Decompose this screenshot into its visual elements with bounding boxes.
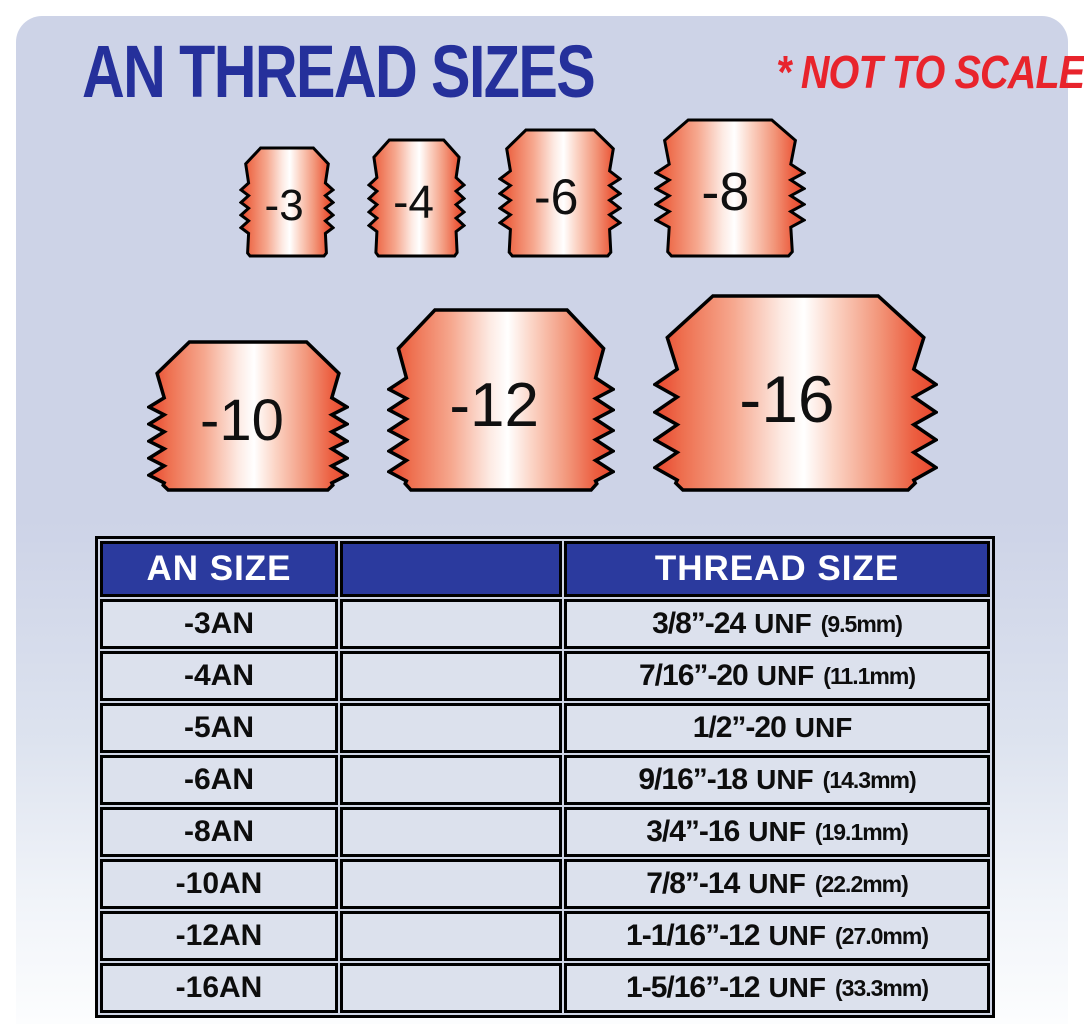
empty-cell: [340, 703, 562, 753]
fitting-10: -10: [144, 340, 351, 492]
fitting-6: -6: [496, 128, 623, 258]
an-size-table: AN SIZE THREAD SIZE -3AN 3/8”-24 UNF (9.…: [95, 536, 995, 1018]
thread-size-cell: 1/2”-20 UNF: [564, 703, 990, 753]
fitting-label: -8: [701, 162, 749, 222]
fitting-label: -3: [264, 181, 303, 230]
thread-size: 7/16”-20: [638, 659, 749, 692]
thread-size-cell: 7/16”-20 UNF (11.1mm): [564, 651, 990, 701]
thread-standard: UNF: [756, 660, 815, 691]
thread-mm: (22.2mm): [814, 870, 909, 897]
thread-size: 3/4”-16: [646, 815, 740, 848]
empty-cell: [340, 807, 562, 857]
fitting-outline: [651, 294, 939, 492]
thread-mm: (9.5mm): [820, 610, 903, 637]
fitting-shape-svg: -8: [652, 118, 807, 258]
fitting-outline: [238, 146, 335, 258]
an-size-cell: -10AN: [100, 859, 338, 909]
thread-size-cell: 9/16”-18 UNF (14.3mm): [564, 755, 990, 805]
fitting-outline: [496, 128, 623, 258]
fitting-16: -16: [651, 294, 939, 492]
fitting-shape-svg: -3: [238, 146, 335, 258]
thread-mm: (11.1mm): [823, 662, 916, 689]
fitting-outline: [652, 118, 807, 258]
an-size-cell: -5AN: [100, 703, 338, 753]
thread-size-cell: 7/8”-14 UNF (22.2mm): [564, 859, 990, 909]
fitting-label: -4: [393, 176, 434, 228]
thread-standard: UNF: [756, 764, 814, 795]
thread-size-cell: 1-5/16”-12 UNF (33.3mm): [564, 963, 990, 1013]
fitting-outline: [366, 138, 466, 258]
page-title: AN THREAD SIZES: [82, 30, 596, 113]
fitting-shape-svg: -10: [144, 340, 351, 492]
fitting-4: -4: [366, 138, 466, 258]
thread-mm: (27.0mm): [835, 922, 929, 949]
an-size-cell: -16AN: [100, 963, 338, 1013]
fitting-label: -10: [200, 388, 284, 453]
fitting-label: -16: [739, 362, 834, 436]
empty-cell: [340, 911, 562, 961]
an-size-cell: -3AN: [100, 599, 338, 649]
thread-standard: UNF: [768, 920, 826, 951]
an-size-header: AN SIZE: [100, 541, 338, 597]
empty-cell: [340, 755, 562, 805]
fitting-label: -12: [449, 371, 539, 440]
fitting-shape-svg: -6: [496, 128, 623, 258]
thread-size: 7/8”-14: [646, 867, 740, 900]
empty-header: [340, 541, 562, 597]
thread-standard: UNF: [748, 816, 806, 847]
fitting-3: -3: [238, 146, 335, 258]
an-size-cell: -4AN: [100, 651, 338, 701]
an-size-cell: -6AN: [100, 755, 338, 805]
empty-cell: [340, 859, 562, 909]
thread-size-cell: 1-1/16”-12 UNF (27.0mm): [564, 911, 990, 961]
thread-size-header: THREAD SIZE: [564, 541, 990, 597]
empty-cell: [340, 651, 562, 701]
empty-cell: [340, 599, 562, 649]
thread-mm: (33.3mm): [835, 974, 929, 1001]
not-to-scale-note: * NOT TO SCALE *: [776, 46, 1084, 98]
an-size-cell: -8AN: [100, 807, 338, 857]
fitting-outline: [144, 340, 351, 492]
an-size-cell: -12AN: [100, 911, 338, 961]
thread-size-cell: 3/4”-16 UNF (19.1mm): [564, 807, 990, 857]
fitting-shape-svg: -4: [366, 138, 466, 258]
thread-size-cell: 3/8”-24 UNF (9.5mm): [564, 599, 990, 649]
fittings-row-small: -3 -4 -6 -8: [0, 118, 1084, 258]
thread-size: 3/8”-24: [652, 607, 746, 640]
thread-standard: UNF: [754, 608, 812, 639]
title-bar: AN THREAD SIZES * NOT TO SCALE *: [82, 30, 1084, 113]
thread-size: 1-1/16”-12: [626, 919, 760, 952]
thread-standard: UNF: [748, 868, 806, 899]
fitting-label: -6: [534, 169, 578, 225]
fitting-shape-svg: -16: [651, 294, 939, 492]
thread-size: 1-5/16”-12: [626, 971, 760, 1004]
thread-size: 9/16”-18: [638, 763, 748, 796]
thread-size: 1/2”-20: [692, 711, 787, 744]
thread-standard: UNF: [768, 972, 826, 1003]
thread-standard: UNF: [794, 712, 853, 743]
fitting-shape-svg: -12: [385, 308, 616, 492]
thread-mm: (14.3mm): [822, 766, 917, 793]
fitting-12: -12: [385, 308, 616, 492]
thread-mm: (19.1mm): [814, 818, 909, 845]
fitting-8: -8: [652, 118, 807, 258]
empty-cell: [340, 963, 562, 1013]
fitting-outline: [385, 308, 616, 492]
fittings-row-large: -10 -12 -16: [0, 294, 1084, 492]
